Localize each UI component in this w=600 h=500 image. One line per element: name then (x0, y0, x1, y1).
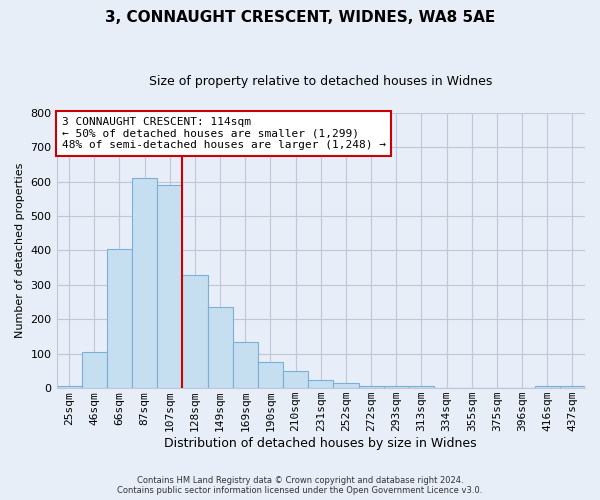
Bar (56, 386, 82, 388)
Bar (132, 178, 157, 388)
Bar (82, 352, 107, 388)
Text: 3 CONNAUGHT CRESCENT: 114sqm
← 50% of detached houses are smaller (1,299)
48% of: 3 CONNAUGHT CRESCENT: 114sqm ← 50% of de… (62, 117, 386, 150)
Bar (560, 386, 585, 388)
Bar (182, 274, 208, 388)
Bar (308, 380, 334, 388)
Bar (409, 386, 434, 388)
X-axis label: Distribution of detached houses by size in Widnes: Distribution of detached houses by size … (164, 437, 477, 450)
Title: Size of property relative to detached houses in Widnes: Size of property relative to detached ho… (149, 75, 493, 88)
Bar (383, 386, 409, 388)
Bar (107, 249, 132, 388)
Bar (208, 306, 233, 388)
Y-axis label: Number of detached properties: Number of detached properties (15, 163, 25, 338)
Bar (359, 386, 383, 388)
Bar (535, 386, 560, 388)
Bar (283, 372, 308, 388)
Bar (233, 342, 258, 388)
Bar (157, 185, 182, 388)
Text: 3, CONNAUGHT CRESCENT, WIDNES, WA8 5AE: 3, CONNAUGHT CRESCENT, WIDNES, WA8 5AE (105, 10, 495, 25)
Bar (258, 362, 283, 388)
Text: Contains HM Land Registry data © Crown copyright and database right 2024.
Contai: Contains HM Land Registry data © Crown c… (118, 476, 482, 495)
Bar (334, 383, 359, 388)
